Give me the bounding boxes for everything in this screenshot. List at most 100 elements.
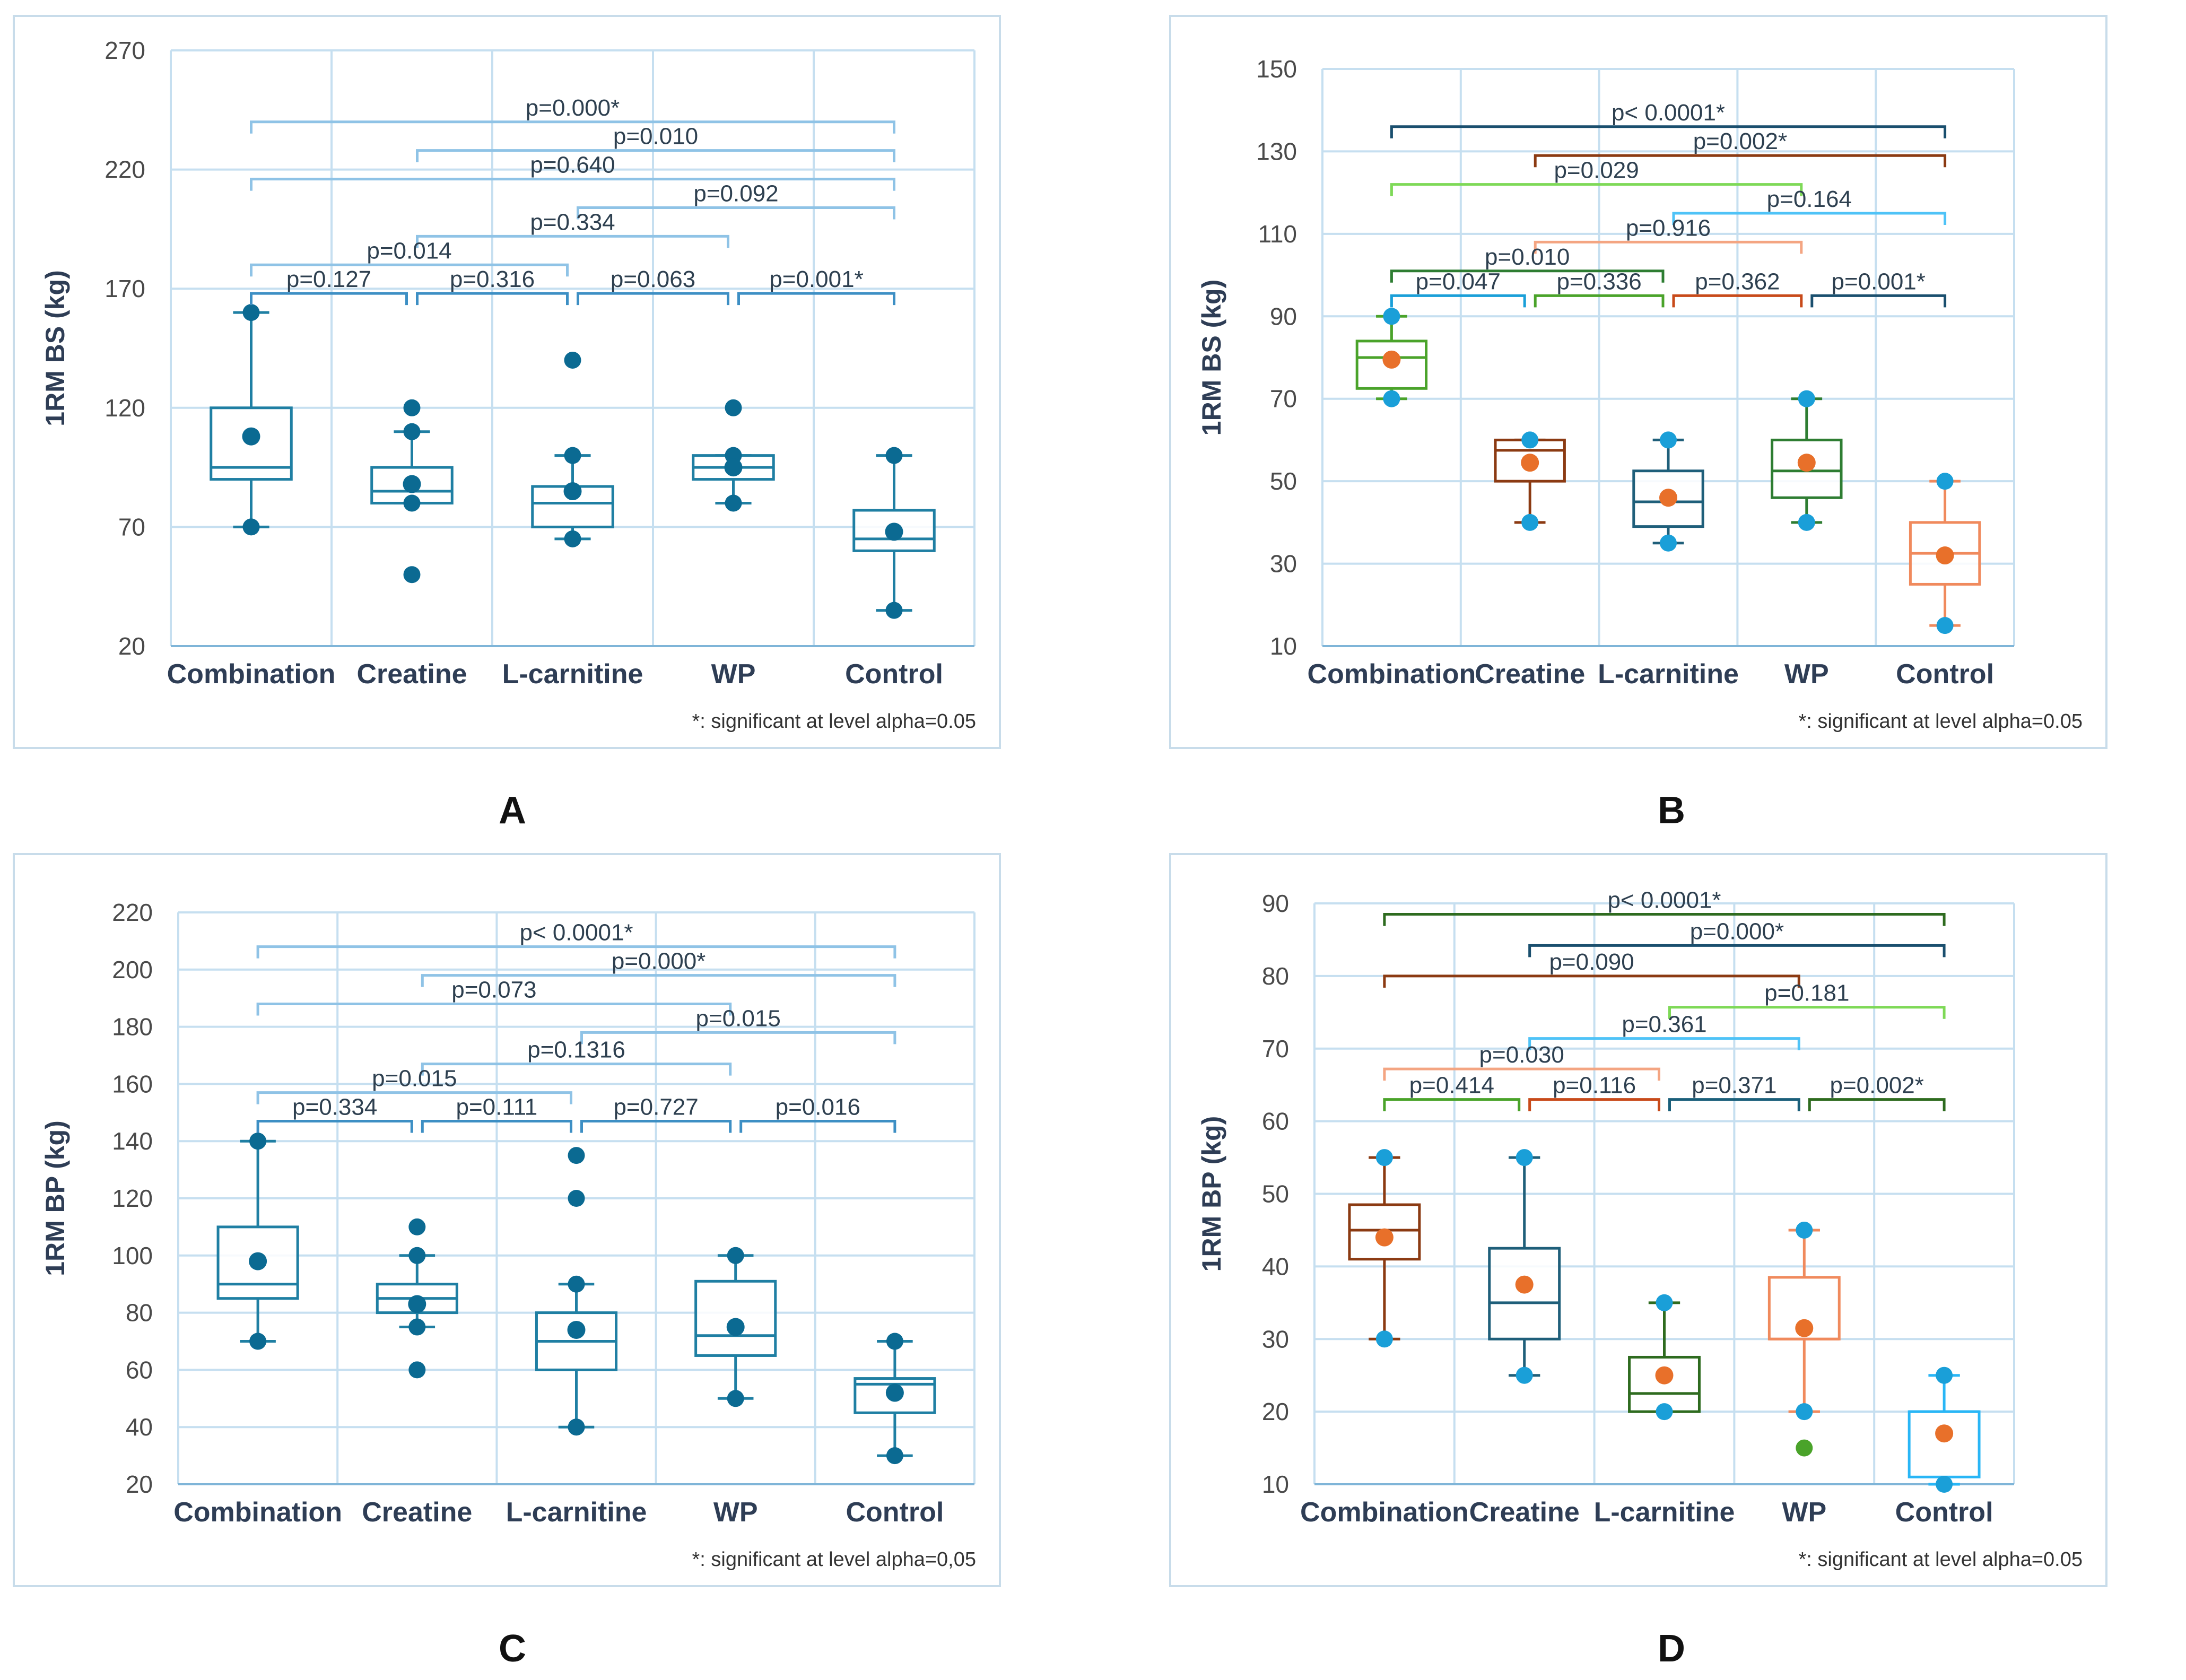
point-outlier xyxy=(403,566,421,584)
y-axis-label: 1RM BS (kg) xyxy=(1197,280,1226,436)
point-outlier xyxy=(1796,1439,1813,1457)
significance-bracket xyxy=(250,292,408,306)
point-mean xyxy=(885,1383,904,1402)
p-value-label: p=0.001* xyxy=(1831,268,1925,294)
p-value-label: p=0.016 xyxy=(776,1094,860,1120)
point-minimum xyxy=(408,1318,426,1336)
p-value-label: p=0.000* xyxy=(612,948,706,974)
significance-bracket xyxy=(580,1119,732,1133)
significance-footnote: *: significant at level alpha=0,05 xyxy=(692,1548,976,1571)
point-maximum xyxy=(1516,1149,1533,1167)
p-value-label: p=0.000* xyxy=(526,95,620,121)
y-tick-label: 70 xyxy=(118,513,145,541)
x-category-label: L-carnitine xyxy=(502,659,643,690)
panel-d: 10 20 30 40 50 60 70 80 90 1RM BP (kg) Combination… xyxy=(1169,853,2107,1587)
y-tick-label: 270 xyxy=(104,37,145,64)
point-mean xyxy=(1515,1275,1534,1294)
y-tick-label: 200 xyxy=(112,956,153,983)
significance-bracket xyxy=(256,1002,732,1016)
significance-bracket xyxy=(1668,1098,1800,1111)
significance-bracket xyxy=(1528,1098,1660,1111)
point-minimum xyxy=(1516,1366,1533,1384)
point-maximum xyxy=(1936,473,1954,490)
point-minimum xyxy=(1521,513,1539,531)
point-mean xyxy=(1655,1366,1674,1385)
point-mean xyxy=(567,1320,586,1339)
y-tick-label: 220 xyxy=(104,156,145,184)
point-outlier xyxy=(564,351,581,369)
point-minimum xyxy=(1796,1403,1813,1421)
p-value-label: p=0.1316 xyxy=(527,1037,625,1063)
box-iqr xyxy=(531,485,614,528)
p-value-label: p=0.063 xyxy=(611,266,695,292)
point-mean xyxy=(1935,1424,1954,1443)
point-mean xyxy=(885,523,903,541)
y-axis-label: 1RM BP (kg) xyxy=(1197,1116,1226,1272)
significance-footnote: *: significant at level alpha=0.05 xyxy=(1798,1548,2083,1571)
panel-letter-b: B xyxy=(1658,789,1685,832)
y-tick-label: 90 xyxy=(1270,302,1297,330)
significance-bracket xyxy=(1534,294,1665,308)
y-tick-label: 10 xyxy=(1270,632,1297,660)
point-mean xyxy=(242,427,260,446)
y-tick-label: 40 xyxy=(126,1413,153,1441)
point-maximum xyxy=(1375,1149,1393,1167)
point-outlier xyxy=(408,1218,426,1235)
point-minimum xyxy=(1660,534,1677,552)
x-category-label: WP xyxy=(1784,659,1829,690)
y-tick-label: 60 xyxy=(1262,1108,1289,1135)
p-value-label: p=0.090 xyxy=(1549,949,1634,975)
p-value-label: p=0.000* xyxy=(1690,918,1784,944)
y-tick-label: 80 xyxy=(1262,962,1289,990)
y-tick-label: 50 xyxy=(1262,1180,1289,1208)
significance-bracket xyxy=(1672,212,1947,225)
point-maximum xyxy=(249,1133,267,1150)
significance-bracket xyxy=(416,234,729,248)
p-value-label: p=0.640 xyxy=(530,152,615,178)
point-mean xyxy=(1375,1228,1394,1247)
y-tick-label: 160 xyxy=(112,1070,153,1098)
significance-bracket xyxy=(1808,1098,1946,1111)
p-value-label: p=0.073 xyxy=(451,977,536,1003)
p-value-label: p=0.414 xyxy=(1409,1073,1494,1099)
significance-bracket xyxy=(256,1119,413,1133)
p-value-label: p< 0.0001* xyxy=(1607,887,1721,913)
significance-bracket xyxy=(737,292,895,306)
significance-footnote: *: significant at level alpha=0.05 xyxy=(692,710,976,733)
point-maximum xyxy=(885,447,903,464)
point-maximum xyxy=(727,1247,744,1264)
p-value-label: p< 0.0001* xyxy=(1612,100,1725,126)
significance-bracket xyxy=(250,263,569,277)
p-value-label: p=0.030 xyxy=(1479,1042,1564,1068)
significance-bracket xyxy=(1383,1067,1660,1081)
y-tick-label: 70 xyxy=(1262,1035,1289,1063)
x-category-label: Creatine xyxy=(356,659,467,690)
point-minimum xyxy=(1375,1330,1393,1348)
p-value-label: p=0.111 xyxy=(456,1094,538,1120)
x-category-label: L-carnitine xyxy=(1598,659,1739,690)
p-value-label: p=0.316 xyxy=(450,266,535,292)
point-maximum xyxy=(568,1275,585,1293)
y-tick-label: 50 xyxy=(1270,467,1297,495)
p-value-label: p=0.336 xyxy=(1556,268,1641,294)
y-tick-label: 130 xyxy=(1256,137,1297,165)
y-tick-label: 80 xyxy=(126,1299,153,1327)
point-outlier xyxy=(568,1190,585,1207)
significance-bracket xyxy=(1383,974,1800,988)
significance-bracket xyxy=(1390,183,1803,196)
x-category-label: Control xyxy=(846,1497,944,1528)
point-minimum xyxy=(1383,390,1400,407)
significance-bracket xyxy=(739,1119,896,1133)
point-maximum xyxy=(242,304,260,321)
point-minimum xyxy=(725,494,742,512)
point-minimum xyxy=(1798,513,1815,531)
y-tick-label: 70 xyxy=(1270,385,1297,413)
significance-bracket xyxy=(1390,294,1526,308)
point-mean xyxy=(726,1318,745,1336)
point-minimum xyxy=(249,1333,267,1350)
y-tick-label: 90 xyxy=(1262,890,1289,917)
point-minimum xyxy=(403,494,421,512)
y-tick-label: 180 xyxy=(112,1013,153,1041)
point-mean xyxy=(1795,1319,1814,1337)
significance-bracket xyxy=(421,974,896,987)
